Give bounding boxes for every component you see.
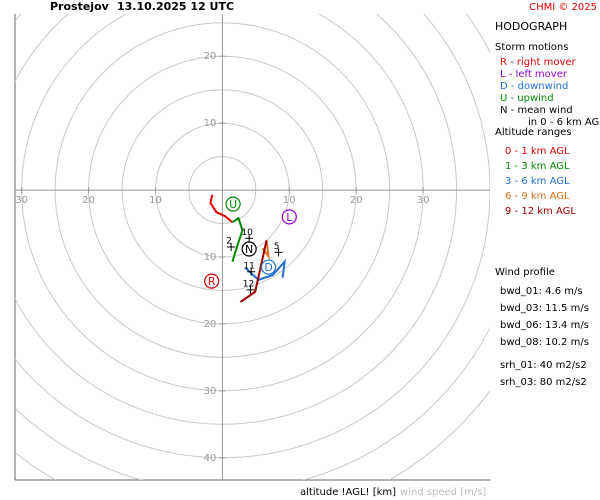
y-tick-label: 20	[204, 319, 217, 330]
height-marker	[274, 248, 283, 257]
y-tick-label: 30	[204, 386, 217, 397]
storm-motion	[260, 259, 277, 275]
storm-legend-item: R - right mover	[500, 57, 577, 68]
height-marker	[227, 243, 236, 251]
x-tick-label: 30	[15, 195, 28, 206]
storm-legend-item: D - downwind	[500, 81, 568, 92]
storm-symbol: R	[208, 275, 216, 288]
storm-motion	[241, 241, 257, 257]
height-label: 12	[243, 279, 254, 289]
profile-item: srh_01: 40 m2/s2	[500, 360, 587, 371]
altitude-legend-item: 1 - 3 km AGL	[505, 161, 570, 172]
height-label: 5	[274, 242, 280, 252]
storm-heading: Storm motions	[495, 42, 568, 53]
storm-motion	[281, 209, 297, 225]
subtitle: 13.10.2025 12 UTC	[117, 0, 234, 13]
storm-motion	[225, 196, 241, 212]
altitude-legend-item: 0 - 1 km AGL	[505, 146, 570, 157]
credit: CHMI © 2025	[529, 2, 597, 13]
height-label: 10	[241, 228, 253, 238]
height-marker	[245, 234, 254, 243]
x-tick-label: 30	[417, 195, 430, 206]
hodograph-trace	[209, 194, 234, 224]
panel-title: HODOGRAPH	[495, 20, 567, 33]
height-marker	[246, 285, 255, 294]
x-tick-label: 20	[350, 195, 363, 206]
profile-heading: Wind profile	[495, 267, 555, 278]
x-tick-label: 20	[82, 195, 95, 206]
altitude-legend-item: 9 - 12 km AGL	[505, 206, 576, 217]
height-label: 2	[226, 237, 232, 247]
profile-item: bwd_06: 13.4 m/s	[500, 320, 589, 331]
hodograph-trace	[239, 240, 268, 303]
height-marker	[247, 267, 256, 276]
storm-symbol: U	[229, 198, 237, 211]
altitude-legend-item: 3 - 6 km AGL	[505, 176, 570, 187]
storm-motion	[204, 273, 220, 289]
y-tick-label: 10	[204, 118, 217, 129]
storm-symbol: L	[286, 211, 293, 224]
x-tick-label: 10	[149, 195, 162, 206]
storm-legend-item: N - mean wind	[500, 105, 573, 116]
storm-legend-item: L - left mover	[500, 69, 568, 80]
profile-item: bwd_01: 4.6 m/s	[500, 286, 583, 297]
y-tick-label: 10	[204, 252, 217, 263]
altitude-legend-item: 6 - 9 km AGL	[505, 191, 570, 202]
y-tick-label: 20	[204, 51, 217, 62]
altitude-heading: Altitude ranges	[495, 127, 572, 138]
title: Prostejov	[50, 0, 110, 13]
profile-item: srh_03: 80 m2/s2	[500, 377, 587, 388]
hodograph-trace	[231, 216, 244, 263]
x-label-2: wind speed [m/s]	[400, 487, 486, 498]
hodograph-trace	[244, 258, 286, 281]
profile-item: bwd_08: 10.2 m/s	[500, 337, 589, 348]
x-tick-label: 10	[283, 195, 296, 206]
storm-symbol: N	[245, 243, 253, 256]
storm-symbol: D	[264, 261, 272, 274]
profile-item: bwd_03: 11.5 m/s	[500, 303, 589, 314]
storm-legend-item: U - upwind	[500, 93, 554, 104]
x-label: altitude !AGL! [km]	[300, 487, 396, 498]
height-label: 11	[243, 261, 254, 271]
y-tick-label: 40	[204, 453, 217, 464]
storm-note: in 0 - 6 km AGL	[528, 117, 600, 128]
